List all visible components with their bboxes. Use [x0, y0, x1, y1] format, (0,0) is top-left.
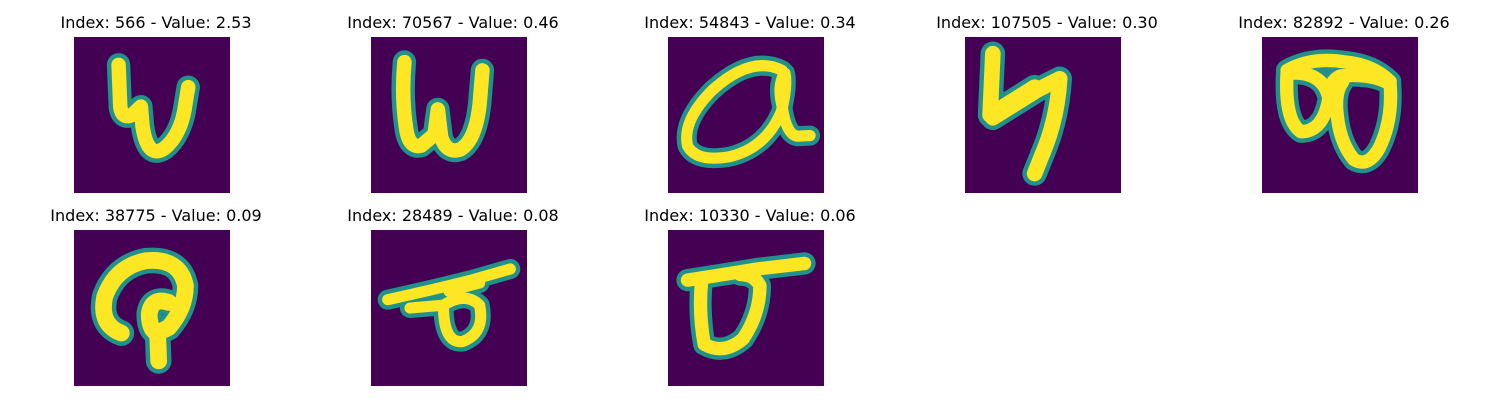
sample-title: Index: 566 - Value: 2.53 — [60, 13, 252, 32]
sample-title: Index: 82892 - Value: 0.26 — [1238, 13, 1450, 32]
handwritten-q-image — [668, 37, 824, 193]
handwritten-p-image — [74, 230, 230, 386]
handwritten-b-image — [1262, 37, 1418, 193]
handwritten-w-image — [371, 37, 527, 193]
sample-title: Index: 54843 - Value: 0.34 — [644, 13, 856, 32]
sample-panel-8: Index: 10330 - Value: 0.06 — [600, 203, 900, 393]
sample-title: Index: 28489 - Value: 0.08 — [347, 206, 559, 225]
sample-panel-1: Index: 566 - Value: 2.53 — [6, 10, 306, 200]
sample-panel-2: Index: 70567 - Value: 0.46 — [303, 10, 603, 200]
handwritten-4-image — [965, 37, 1121, 193]
sample-panel-3: Index: 54843 - Value: 0.34 — [600, 10, 900, 200]
sample-panel-6: Index: 38775 - Value: 0.09 — [6, 203, 306, 393]
sample-title: Index: 107505 - Value: 0.30 — [936, 13, 1158, 32]
handwritten-loop-image — [371, 230, 527, 386]
sample-title: Index: 38775 - Value: 0.09 — [50, 206, 262, 225]
sample-panel-4: Index: 107505 - Value: 0.30 — [897, 10, 1197, 200]
handwritten-w-image — [74, 37, 230, 193]
sample-panel-7: Index: 28489 - Value: 0.08 — [303, 203, 603, 393]
sample-title: Index: 70567 - Value: 0.46 — [347, 13, 559, 32]
sample-title: Index: 10330 - Value: 0.06 — [644, 206, 856, 225]
sample-panel-5: Index: 82892 - Value: 0.26 — [1194, 10, 1494, 200]
handwritten-loop-image — [668, 230, 824, 386]
